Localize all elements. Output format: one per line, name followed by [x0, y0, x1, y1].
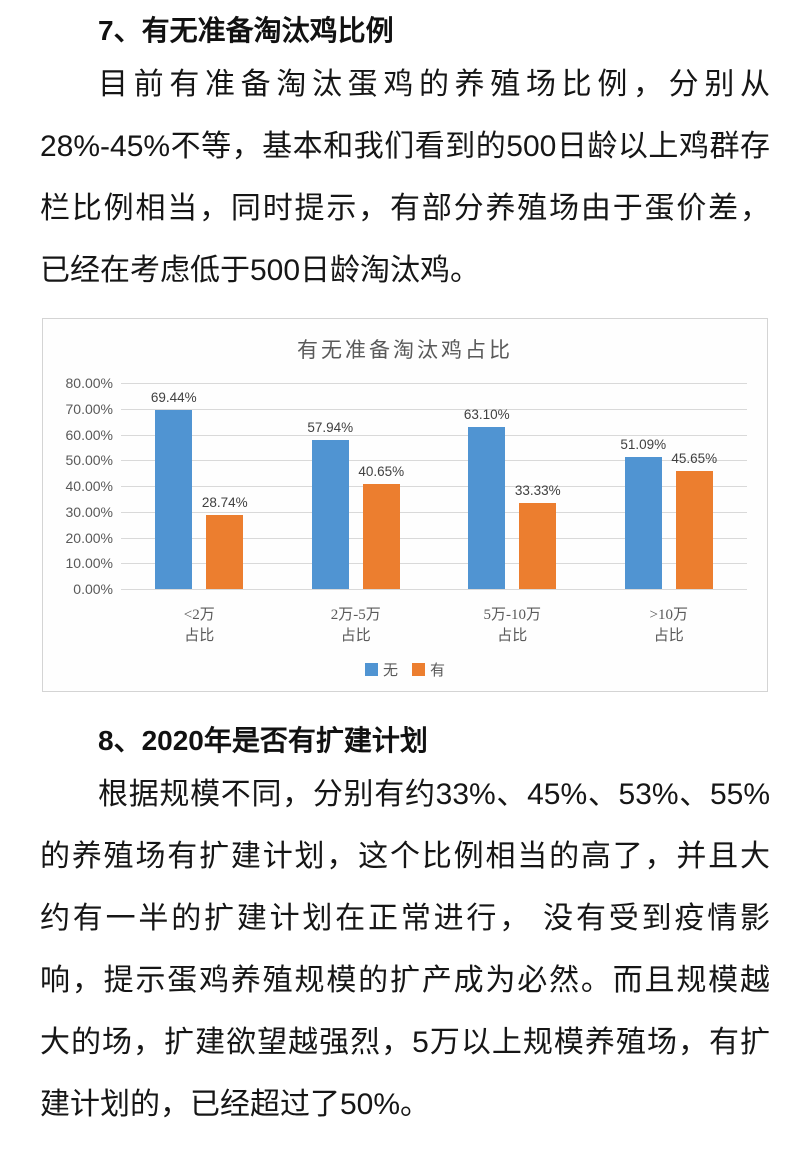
gridline	[121, 383, 747, 384]
y-axis-tick: 80.00%	[65, 375, 113, 391]
bar: 51.09%	[620, 437, 666, 589]
y-axis-tick: 60.00%	[65, 426, 113, 443]
y-axis-tick: 50.00%	[65, 452, 113, 469]
section-8-heading: 8、2020年是否有扩建计划	[98, 725, 428, 756]
category-label-line: >10万	[649, 607, 688, 623]
paragraph-line: 栏比例相当，同时提示，有部分养殖场由于蛋价差，	[40, 192, 770, 225]
gridline	[121, 486, 747, 487]
section-7-heading: 7、有无准备淘汰鸡比例	[98, 15, 394, 46]
y-axis-tick: 70.00%	[65, 400, 113, 417]
bar-value-label: 45.65%	[671, 451, 718, 467]
category-label: 5万-10万 占比	[434, 605, 591, 647]
bar-value-label: 51.09%	[620, 437, 667, 453]
y-axis-tick: 10.00%	[65, 555, 113, 572]
bar: 69.44%	[151, 390, 197, 589]
y-axis-tick: 0.00%	[73, 581, 113, 597]
bar: 45.65%	[671, 451, 717, 589]
section-7-paragraph: 目前有准备淘汰蛋鸡的养殖场比例，分别从 28%-45%不等，基本和我们看到的500…	[40, 54, 770, 302]
x-axis: <2万 占比 2万-5万 占比 5万-10万 占比 >10万 占比	[121, 605, 747, 647]
legend-label: 有	[430, 663, 446, 679]
category-label-line: 占比	[184, 628, 215, 644]
bar: 40.65%	[358, 464, 404, 589]
y-axis: 80.00% 70.00% 60.00% 50.00% 40.00% 30.00% 20.0…	[43, 375, 113, 597]
gridline	[121, 434, 747, 436]
category-label: 2万-5万占比	[278, 605, 435, 647]
section-8-paragraph: 根据规模不同，分别有约33%、45%、53%、55% 的养殖场有扩建计划，这个比例…	[40, 764, 770, 1136]
plot-area: 69.44% 28.74% 57.94% 40.65% 63.10% 33.33% 51.0…	[121, 383, 747, 590]
category-label-line: <2万	[183, 607, 215, 623]
legend-swatch-icon	[364, 663, 378, 676]
paragraph-line: 的养殖场有扩建计划，这个比例相当的高了，并且大	[40, 840, 770, 873]
y-axis-tick: 30.00%	[65, 503, 113, 520]
paragraph-line: 响，提示蛋鸡养殖规模的扩产成为必然。而且规模越	[40, 964, 770, 997]
category-label-line: 占比	[653, 628, 684, 644]
category-label-line: 占比	[497, 628, 528, 644]
legend-swatch-icon	[412, 663, 425, 676]
bar-group: 63.10% 33.33%	[434, 383, 591, 589]
bar: 33.33%	[515, 483, 561, 589]
bar: 57.94%	[307, 420, 353, 589]
bar-value-label: 63.10%	[463, 406, 510, 422]
bar-value-label: 57.94%	[307, 419, 354, 435]
bar: 63.10%	[464, 407, 510, 589]
paragraph-line: 目前有准备淘汰蛋鸡的养殖场比例，分别从	[98, 68, 770, 101]
gridline	[121, 408, 747, 410]
gridline	[121, 589, 747, 590]
gridline	[121, 563, 747, 565]
bar-value-label: 28.74%	[201, 495, 248, 510]
legend-item: 有	[412, 659, 445, 680]
category-label: >10万占比	[591, 605, 748, 647]
chart-legend: 无有	[43, 659, 767, 680]
y-axis-tick: 20.00%	[65, 529, 113, 546]
y-axis-tick: 40.00%	[65, 478, 113, 494]
bar-group: 51.09% 45.65%	[591, 383, 748, 589]
bar-value-label: 33.33%	[514, 483, 561, 499]
paragraph-line: 约有一半的扩建计划在正常进行， 没有受到疫情影	[40, 902, 770, 935]
legend-item: 无	[364, 659, 398, 680]
paragraph-line: 已经在考虑低于500日龄淘汰鸡。	[40, 254, 481, 287]
gridline	[121, 460, 747, 462]
bar-group: 69.44% 28.74%	[121, 383, 278, 589]
bar: 28.74%	[202, 495, 248, 589]
paragraph-line: 大的场，扩建欲望越强烈，5万以上规模养殖场，有扩	[40, 1026, 770, 1059]
legend-label: 无	[382, 663, 398, 679]
bar-value-label: 69.44%	[150, 390, 197, 406]
bar-group: 57.94% 40.65%	[278, 383, 435, 589]
bar-groups: 69.44% 28.74% 57.94% 40.65% 63.10% 33.33% 51.0…	[121, 383, 747, 589]
bar-value-label: 40.65%	[358, 464, 405, 480]
chart-title: 有无准备淘汰鸡占比	[297, 338, 513, 362]
paragraph-line: 根据规模不同，分别有约33%、45%、53%、55%	[98, 778, 770, 811]
category-label-line: 5万-10万	[483, 607, 542, 623]
category-label: <2万占比	[121, 605, 278, 647]
category-label-line: 占比	[340, 628, 371, 644]
paragraph-line: 28%-45%不等，基本和我们看到的500日龄以上鸡群存	[40, 130, 770, 163]
chart: 有无准备淘汰鸡占比 80.00% 70.00% 60.00% 50.00% 40.00%…	[42, 318, 768, 692]
category-label-line: 2万-5万	[330, 607, 381, 623]
paragraph-line: 建计划的，已经超过了50%。	[40, 1088, 431, 1121]
gridline	[121, 511, 747, 513]
gridline	[121, 537, 747, 539]
